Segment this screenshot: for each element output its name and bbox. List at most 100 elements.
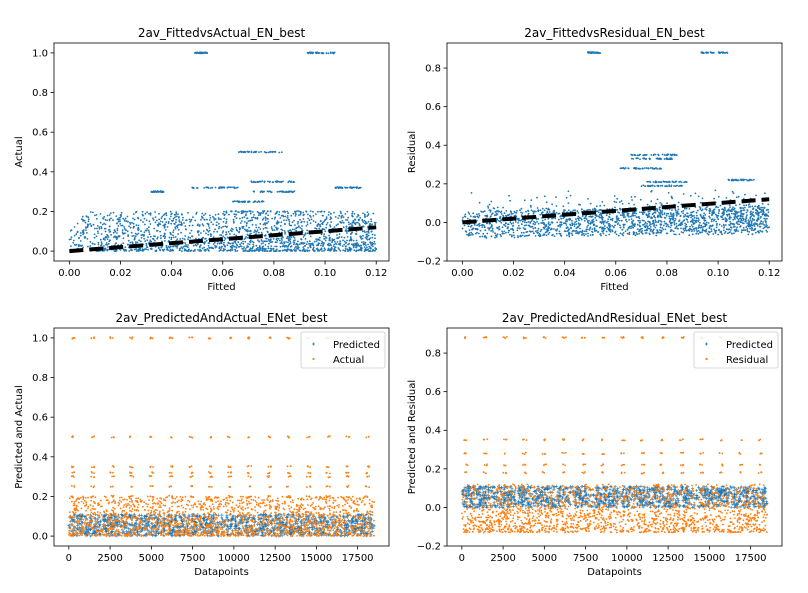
data-point — [194, 219, 197, 222]
data-point — [653, 153, 655, 156]
data-point — [637, 219, 640, 222]
data-point — [613, 200, 616, 203]
data-point — [677, 224, 680, 227]
data-point — [634, 195, 636, 198]
data-point — [300, 243, 302, 245]
data-point — [622, 224, 625, 227]
data-point — [518, 227, 521, 230]
data-point — [134, 248, 137, 251]
data-point — [306, 229, 309, 232]
data-point — [290, 230, 292, 233]
data-point — [698, 219, 700, 221]
data-point — [181, 247, 184, 250]
data-point — [547, 222, 550, 225]
data-point — [761, 213, 764, 216]
data-point — [696, 209, 699, 212]
data-point — [542, 221, 545, 224]
data-point — [99, 213, 102, 215]
data-point — [324, 236, 327, 238]
data-point — [346, 210, 349, 213]
data-point — [650, 228, 653, 231]
data-point — [297, 246, 300, 249]
data-point — [229, 245, 232, 248]
data-point — [671, 217, 674, 220]
data-point — [667, 192, 670, 194]
data-point — [738, 215, 740, 217]
data-point — [129, 241, 132, 244]
data-point — [633, 224, 636, 227]
data-point — [223, 236, 226, 239]
data-point — [642, 154, 645, 157]
data-point — [679, 214, 682, 217]
data-point — [87, 220, 90, 223]
data-point — [515, 212, 518, 214]
data-point — [731, 212, 733, 215]
data-point — [370, 220, 373, 223]
data-point — [478, 201, 481, 204]
data-point — [181, 237, 184, 240]
data-point — [196, 243, 199, 246]
data-point — [240, 242, 243, 244]
data-point — [160, 217, 163, 220]
y-tick-label: 0.6 — [425, 102, 441, 113]
data-point — [85, 229, 87, 232]
data-point — [474, 227, 477, 230]
data-point — [641, 232, 644, 235]
data-point — [732, 192, 735, 195]
data-point — [697, 220, 700, 223]
data-point — [354, 242, 356, 245]
data-point — [749, 217, 752, 220]
data-point — [328, 237, 331, 240]
data-point — [359, 519, 363, 523]
data-point — [632, 231, 635, 233]
data-point — [639, 211, 641, 214]
data-point — [285, 190, 288, 193]
data-point — [321, 250, 323, 252]
data-point — [602, 229, 605, 232]
data-point — [212, 243, 215, 245]
data-point — [661, 210, 664, 212]
data-point — [349, 186, 352, 189]
data-point — [280, 241, 283, 243]
data-point — [352, 186, 354, 189]
data-point — [279, 217, 282, 219]
data-point — [554, 217, 557, 220]
data-point — [287, 244, 290, 247]
data-point — [505, 222, 507, 225]
data-point — [187, 249, 190, 252]
data-point — [297, 245, 299, 247]
data-point — [674, 208, 677, 211]
data-point — [229, 242, 232, 245]
data-point — [464, 230, 467, 233]
data-point — [224, 225, 227, 228]
data-point — [709, 51, 712, 54]
data-point — [272, 247, 275, 250]
data-point — [501, 232, 504, 235]
data-point — [243, 216, 246, 218]
data-point — [476, 219, 478, 222]
data-point — [603, 227, 606, 230]
data-point — [363, 219, 366, 222]
data-point — [651, 213, 654, 216]
data-point — [317, 238, 320, 241]
data-point — [739, 221, 742, 224]
data-point — [476, 231, 478, 234]
data-point — [108, 225, 111, 228]
data-point — [146, 528, 150, 532]
data-point — [364, 248, 367, 250]
data-point — [666, 153, 669, 156]
data-point — [720, 215, 723, 218]
data-point — [584, 230, 586, 233]
data-point — [270, 191, 273, 194]
data-point — [223, 210, 225, 213]
data-point — [682, 231, 684, 234]
data-point — [325, 218, 328, 220]
data-point — [165, 212, 167, 215]
data-point — [349, 521, 353, 525]
data-point — [364, 236, 367, 239]
data-point — [229, 233, 231, 235]
data-point — [188, 224, 191, 227]
data-point — [292, 243, 295, 246]
data-point — [326, 243, 329, 246]
data-point — [308, 249, 311, 252]
